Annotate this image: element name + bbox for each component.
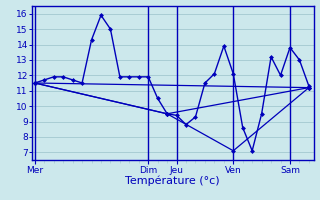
X-axis label: Température (°c): Température (°c) (125, 176, 220, 186)
